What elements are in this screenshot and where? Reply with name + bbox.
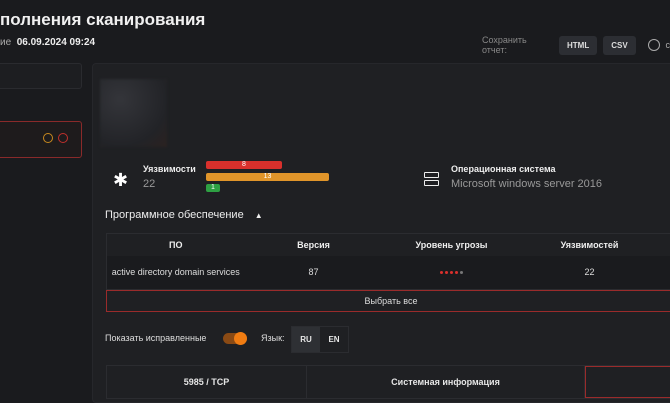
table-row[interactable]: active directory domain services 87 22: [107, 256, 670, 290]
host-tabs: 5985 / TCP Системная информация: [106, 365, 670, 399]
show-fixed-label: Показать исправленные: [105, 333, 206, 343]
save-csv-button[interactable]: CSV: [603, 36, 635, 55]
pie-chart-icon[interactable]: [648, 39, 660, 51]
tab-system-info[interactable]: Системная информация: [307, 366, 585, 398]
lang-en-button[interactable]: EN: [320, 327, 348, 352]
save-label: Сохранить отчет:: [482, 35, 553, 55]
software-table: ПО Версия Уровень угрозы Уязвимостей act…: [106, 233, 670, 290]
col-threat[interactable]: Уровень угрозы: [383, 234, 521, 256]
vuln-bar-critical: 8: [206, 161, 282, 169]
vuln-label: Уязвимости: [143, 164, 196, 174]
vuln-total: 22: [143, 178, 155, 190]
software-vulns: 22: [521, 256, 659, 290]
caret-up-icon: ▲: [255, 211, 263, 220]
date-label: ие: [0, 37, 11, 48]
save-html-button[interactable]: HTML: [559, 36, 597, 55]
threat-dot: [445, 271, 448, 274]
save-report: Сохранить отчет: HTML CSV с: [482, 35, 670, 55]
lock-icon-critical: [58, 133, 68, 143]
lang-label: Язык:: [261, 333, 285, 343]
col-vulns[interactable]: Уязвимостей: [521, 234, 659, 256]
tab-third[interactable]: [585, 366, 670, 398]
threat-level-dots: [383, 256, 521, 290]
threat-dot: [440, 271, 443, 274]
server-icon: [424, 172, 439, 188]
os-value: Microsoft windows server 2016: [451, 178, 602, 190]
vuln-bar-low: 1: [206, 184, 220, 192]
vuln-bar-medium: 13: [206, 173, 329, 181]
threat-dot: [460, 271, 463, 274]
software-title: Программное обеспечение: [105, 209, 244, 221]
show-fixed-toggle[interactable]: [223, 333, 247, 344]
os-label: Операционная система: [451, 164, 556, 174]
host-search[interactable]: [0, 63, 82, 89]
date-value: 06.09.2024 09:24: [17, 37, 95, 48]
lang-ru-button[interactable]: RU: [292, 327, 320, 352]
bug-icon: ✱: [113, 170, 128, 191]
page-title: полнения сканирования: [0, 10, 205, 30]
threat-dot: [455, 271, 458, 274]
host-image: [100, 79, 167, 147]
cut-label[interactable]: с: [666, 40, 670, 50]
col-version[interactable]: Версия: [245, 234, 383, 256]
select-all-button[interactable]: Выбрать все: [106, 290, 670, 312]
table-header: ПО Версия Уровень угрозы Уязвимостей: [107, 234, 670, 256]
scan-date: ие 06.09.2024 09:24: [0, 37, 95, 48]
software-version: 87: [245, 256, 383, 290]
col-software[interactable]: ПО: [107, 234, 245, 256]
software-name: active directory domain services: [107, 256, 245, 290]
lock-icon-warning: [43, 133, 53, 143]
threat-dot: [450, 271, 453, 274]
host-item-selected[interactable]: [0, 121, 82, 158]
software-toggle[interactable]: Программное обеспечение ▲: [105, 209, 263, 221]
tab-port[interactable]: 5985 / TCP: [107, 366, 307, 398]
